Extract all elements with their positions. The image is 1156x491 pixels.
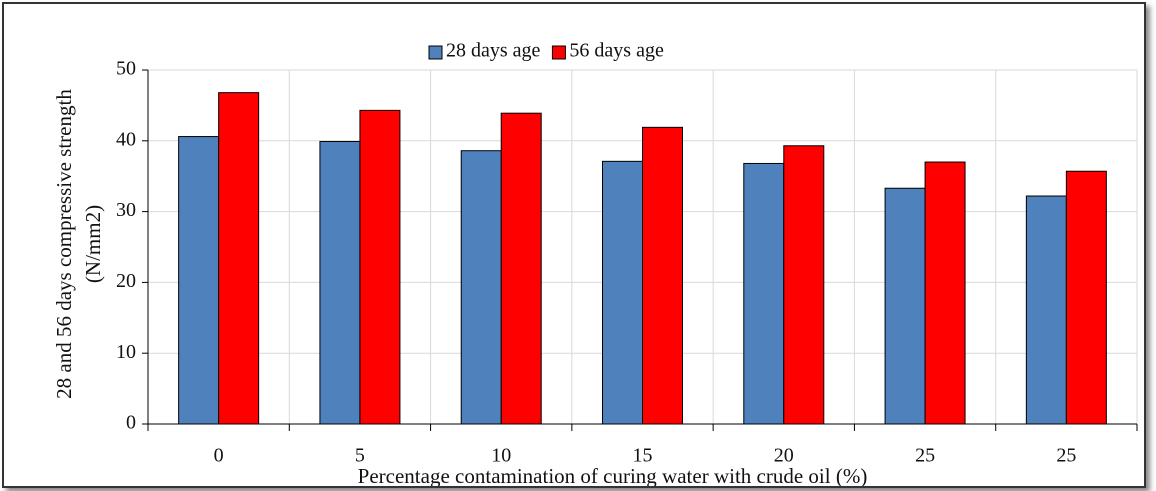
y-tick-label: 50 <box>116 58 136 80</box>
x-tick-label: 25 <box>1056 445 1076 467</box>
legend-label: 28 days age <box>446 40 541 62</box>
bar <box>218 92 260 425</box>
x-tick-label: 15 <box>633 445 653 467</box>
y-tick-label: 0 <box>126 412 136 434</box>
bar <box>1025 195 1067 425</box>
bar <box>500 112 542 425</box>
chart-frame: 0 10 20 30 40 50 0 5 10 15 20 25 25 Percentage contam… <box>2 2 1146 488</box>
x-tick-label: 5 <box>355 445 365 467</box>
x-tick-label: 0 <box>214 445 224 467</box>
legend-swatch <box>428 45 443 60</box>
bar <box>460 150 502 425</box>
legend-label: 56 days age <box>569 40 664 62</box>
bar <box>602 160 643 425</box>
x-tick-label: 20 <box>774 445 794 467</box>
bar <box>642 126 683 425</box>
legend-swatch <box>551 45 566 60</box>
y-axis-title: 28 and 56 days compressive strength (N/m… <box>52 89 105 399</box>
x-tick-label: 10 <box>491 445 511 467</box>
bar <box>884 187 926 425</box>
bar <box>319 141 361 425</box>
y-tick-label: 30 <box>116 199 136 221</box>
y-tick-label: 20 <box>116 270 136 292</box>
bar <box>178 136 220 425</box>
y-tick-label: 40 <box>116 128 136 150</box>
x-tick-label: 25 <box>915 445 935 467</box>
bar <box>783 145 825 425</box>
chart: 0 10 20 30 40 50 0 5 10 15 20 25 25 Percentage contam… <box>116 40 1138 488</box>
bar <box>1065 170 1107 425</box>
bar <box>924 161 966 425</box>
y-tick-label: 10 <box>116 341 136 363</box>
x-axis-title: Percentage contamination of curing water… <box>358 464 868 488</box>
bar <box>359 109 401 425</box>
bar <box>743 162 785 425</box>
